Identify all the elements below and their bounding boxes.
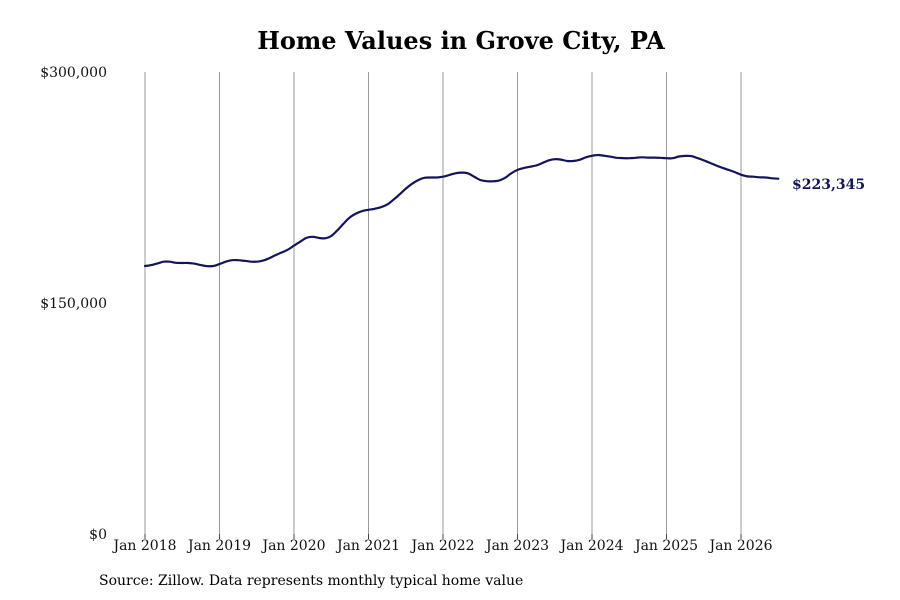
chart-title: Home Values in Grove City, PA [257, 26, 665, 55]
x-tick-label: Jan 2019 [186, 538, 251, 554]
x-tick-label: Jan 2022 [409, 538, 474, 554]
series-line-layer [143, 153, 780, 268]
x-tick-label: Jan 2025 [633, 538, 698, 554]
y-tick-label: $150,000 [40, 296, 107, 312]
x-tick-label: Jan 2020 [260, 538, 325, 554]
x-tick-label: Jan 2018 [111, 538, 176, 554]
gridlines [144, 72, 742, 534]
x-axis-ticks: Jan 2018 Jan 2019 Jan 2020 Jan 2021 Jan 2022… [111, 534, 773, 554]
y-tick-label: $300,000 [40, 65, 107, 81]
y-tick-label: $0 [89, 527, 107, 543]
x-tick-label: Jan 2023 [484, 538, 549, 554]
end-value-label: $223,345 [792, 177, 865, 193]
y-axis-ticks: $0 $150,000 $300,000 [40, 65, 107, 543]
source-note: Source: Zillow. Data represents monthly … [99, 573, 524, 589]
x-tick-label: Jan 2026 [707, 538, 772, 554]
home-value-line [143, 153, 780, 268]
x-tick-label: Jan 2024 [558, 538, 623, 554]
x-tick-label: Jan 2021 [335, 538, 400, 554]
